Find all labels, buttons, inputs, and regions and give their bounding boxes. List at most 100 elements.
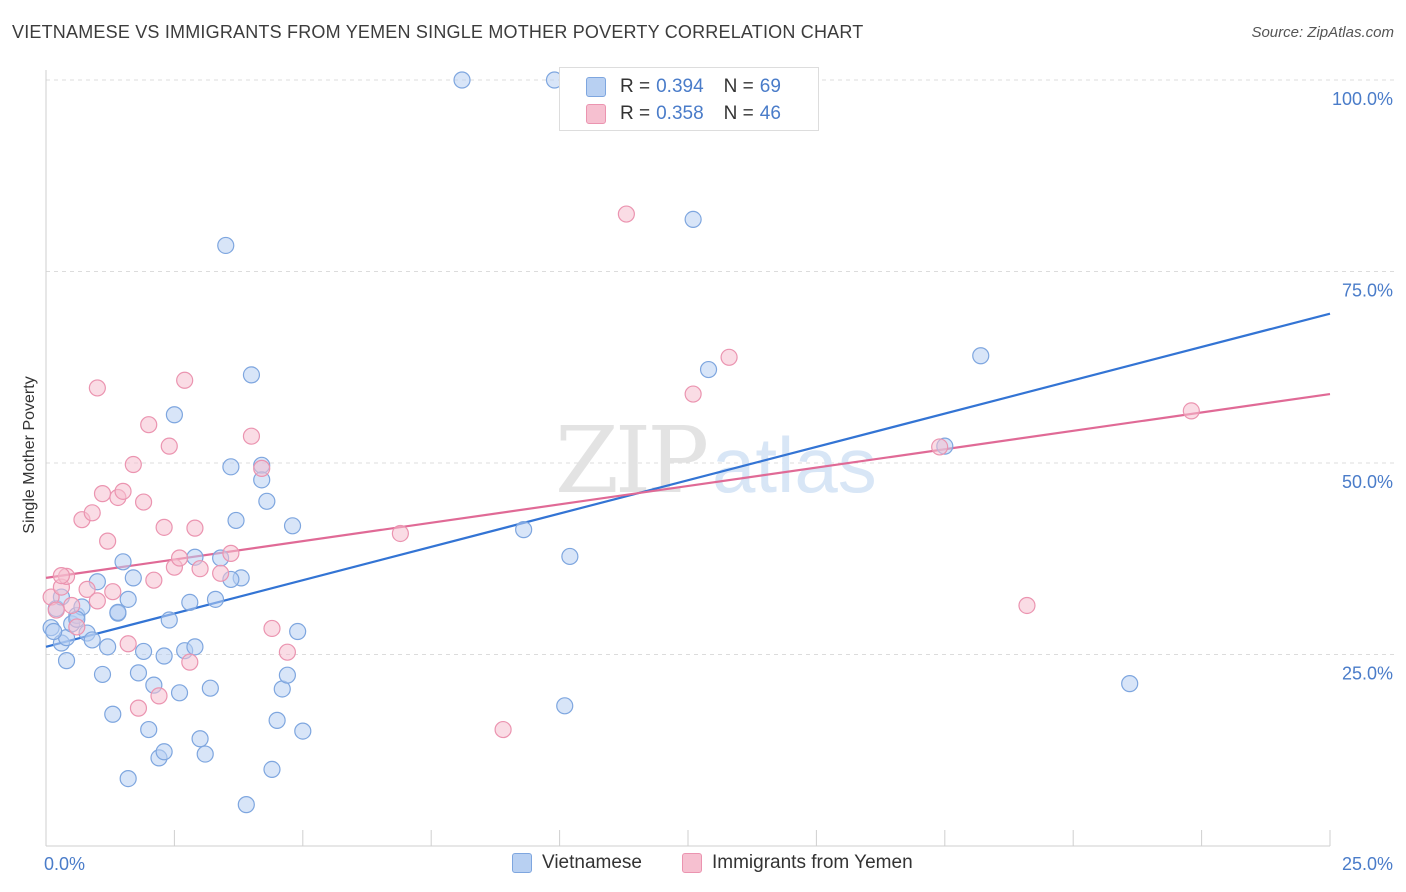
point-yemen — [278, 643, 296, 661]
legend-swatch-pink — [586, 104, 606, 124]
point-yemen — [391, 524, 409, 543]
point-vietnamese — [972, 347, 990, 365]
watermark: ZIP atlas — [555, 407, 877, 514]
point-vietnamese — [294, 722, 312, 740]
point-vietnamese — [124, 569, 142, 587]
point-yemen — [93, 485, 112, 503]
point-vietnamese — [263, 760, 281, 779]
point-vietnamese — [217, 236, 235, 255]
y-tick-label: 100.0% — [1332, 89, 1393, 109]
watermark-atlas: atlas — [712, 421, 877, 509]
point-vietnamese — [186, 638, 204, 656]
point-vietnamese — [170, 684, 189, 702]
point-vietnamese — [684, 210, 702, 229]
y-tick-label: 25.0% — [1342, 664, 1393, 684]
point-vietnamese — [57, 652, 76, 670]
point-vietnamese — [45, 622, 63, 641]
point-vietnamese — [278, 666, 296, 684]
point-yemen — [720, 348, 738, 366]
chart-title: VIETNAMESE VS IMMIGRANTS FROM YEMEN SING… — [12, 22, 864, 42]
r-value: 0.358 — [656, 103, 704, 124]
point-yemen — [1182, 402, 1200, 420]
point-yemen — [68, 618, 86, 636]
point-vietnamese — [453, 71, 471, 89]
point-yemen — [617, 205, 635, 223]
point-yemen — [176, 371, 194, 389]
point-yemen — [140, 416, 158, 434]
legend-item-vietnamese: Vietnamese — [512, 852, 642, 874]
y-tick-label: 50.0% — [1342, 472, 1393, 492]
point-yemen — [160, 437, 178, 455]
point-vietnamese — [561, 547, 579, 566]
axes — [45, 70, 1331, 847]
legend-swatch-blue — [512, 853, 532, 873]
point-yemen — [494, 720, 512, 739]
point-vietnamese — [93, 665, 112, 684]
series-legend: Vietnamese Immigrants from Yemen — [0, 852, 1406, 878]
r-label: R = — [620, 76, 651, 97]
point-yemen — [222, 544, 240, 562]
point-vietnamese — [1121, 675, 1139, 693]
point-yemen — [104, 583, 122, 601]
point-yemen — [119, 635, 137, 653]
point-vietnamese — [119, 769, 137, 788]
point-yemen — [83, 504, 101, 522]
legend-item-yemen: Immigrants from Yemen — [682, 852, 913, 874]
point-yemen — [145, 571, 163, 589]
point-vietnamese — [129, 664, 148, 682]
legend-label: Vietnamese — [542, 852, 642, 873]
point-yemen — [124, 455, 142, 474]
point-vietnamese — [181, 593, 199, 612]
n-label: N = — [723, 103, 754, 124]
y-tick-label: 75.0% — [1342, 281, 1393, 301]
point-vietnamese — [206, 590, 225, 608]
point-vietnamese — [699, 360, 718, 379]
n-value: 69 — [759, 76, 781, 97]
point-yemen — [263, 619, 281, 638]
r-label: R = — [620, 103, 651, 124]
point-vietnamese — [140, 720, 158, 739]
point-vietnamese — [258, 492, 276, 510]
point-vietnamese — [237, 796, 255, 814]
point-yemen — [129, 699, 148, 717]
point-vietnamese — [83, 631, 101, 649]
point-vietnamese — [99, 638, 117, 656]
point-vietnamese — [201, 679, 219, 697]
point-vietnamese — [242, 366, 261, 384]
point-vietnamese — [283, 517, 302, 535]
point-yemen — [170, 549, 189, 567]
point-yemen — [191, 560, 209, 578]
point-yemen — [88, 379, 106, 397]
legend-swatch-pink — [682, 853, 702, 873]
point-yemen — [684, 385, 702, 403]
point-vietnamese — [119, 590, 137, 608]
point-vietnamese — [556, 697, 574, 715]
source-credit: Source: ZipAtlas.com — [1251, 24, 1394, 41]
point-vietnamese — [160, 611, 178, 629]
point-yemen — [99, 532, 117, 550]
point-vietnamese — [109, 603, 127, 621]
tick-labels: 25.0% 50.0% 75.0% 100.0% 0.0% 25.0% — [44, 89, 1393, 874]
point-yemen — [52, 567, 71, 585]
x-tick-label: 25.0% — [1342, 854, 1393, 874]
y-axis-label: Single Mother Poverty — [21, 376, 38, 534]
watermark-zip: ZIP — [555, 407, 706, 514]
point-yemen — [78, 580, 96, 598]
gridlines — [46, 79, 1394, 655]
legend-label: Immigrants from Yemen — [712, 852, 913, 873]
point-yemen — [181, 653, 199, 671]
point-yemen — [150, 687, 168, 705]
point-vietnamese — [134, 642, 153, 661]
point-yemen — [155, 518, 173, 536]
point-vietnamese — [155, 743, 173, 761]
point-vietnamese — [289, 622, 307, 641]
point-vietnamese — [104, 705, 122, 723]
n-label: N = — [723, 76, 754, 97]
point-yemen — [242, 427, 261, 445]
r-value: 0.394 — [656, 76, 704, 97]
legend-row-yemen: R = 0.358 N = 46 — [586, 102, 787, 126]
point-vietnamese — [268, 711, 286, 729]
data-points — [42, 71, 1200, 814]
point-vietnamese — [227, 511, 245, 530]
